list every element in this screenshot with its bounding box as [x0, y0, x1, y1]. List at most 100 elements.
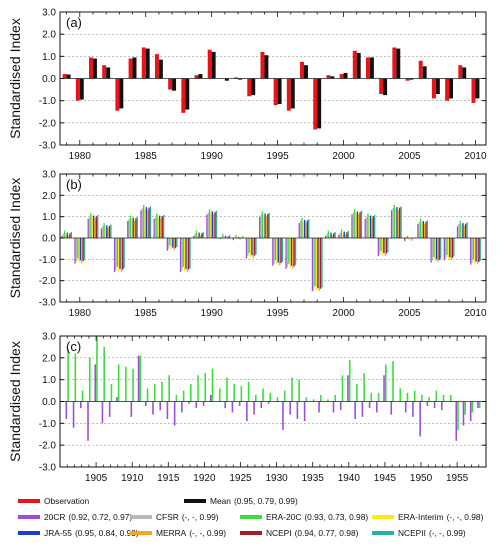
- legend-entry: CFSR (-, -, 0.99): [156, 512, 219, 522]
- bar-cfsr: [418, 222, 420, 238]
- bar-jra-55: [119, 238, 121, 269]
- x-tick-label: 1930: [265, 473, 288, 484]
- bar-merra: [160, 218, 162, 238]
- bar-20cr: [232, 238, 234, 241]
- bar-20cr: [477, 401, 479, 409]
- bar-20cr: [298, 223, 300, 238]
- bar-mean: [435, 78, 440, 95]
- bar-ncepi: [438, 238, 440, 260]
- bar-era-20c: [182, 390, 185, 402]
- bar-mean: [356, 53, 361, 79]
- legend-stats: (-, -, 0.98): [447, 512, 484, 522]
- y-tick-label: 0.0: [42, 397, 56, 408]
- bar-era-interim: [474, 238, 476, 264]
- bar-ncepii: [453, 238, 455, 257]
- panel-a: -3.0 -2.0 -1.0 0.0 1.0 2.0 3.0 1980 1985 1990 1995…: [7, 8, 487, 163]
- x-tick-label: 1950: [410, 473, 433, 484]
- bar-20cr: [324, 235, 327, 238]
- bar-mean: [264, 55, 269, 79]
- bar-mean: [303, 65, 308, 79]
- bar-jra-55: [158, 215, 161, 238]
- bar-ncepii: [149, 206, 152, 238]
- bar-20cr: [246, 401, 248, 422]
- bar-mean: [119, 78, 124, 109]
- bar-merra: [463, 225, 465, 238]
- bar-mean: [409, 78, 414, 80]
- bar-merra: [397, 209, 400, 238]
- legend-entry: MERRA (-, -, 0.99): [156, 528, 226, 538]
- bar-20cr: [61, 235, 63, 238]
- legend-entry: ERA-20C (0.93, 0.73, 0.98): [266, 512, 368, 522]
- bar-ncepii: [83, 238, 86, 260]
- bar-jra-55: [343, 231, 345, 238]
- bar-ncepi: [82, 238, 84, 262]
- bar-ncepi: [148, 207, 150, 238]
- bar-observation: [141, 47, 146, 79]
- bar-ncepii: [136, 217, 138, 238]
- bar-ncepi: [253, 238, 256, 256]
- bar-era-20c: [103, 346, 105, 402]
- bar-20cr: [140, 210, 142, 238]
- bar-ncepii: [202, 232, 204, 238]
- bar-20cr: [166, 401, 169, 419]
- bar-jra-55: [475, 238, 477, 262]
- bar-era-20c: [146, 388, 149, 402]
- bar-observation: [431, 78, 436, 99]
- bar-merra: [305, 222, 307, 238]
- bar-mean: [330, 76, 335, 79]
- bar-era-20c: [262, 388, 264, 402]
- bar-era-interim: [197, 234, 199, 238]
- panel-label: (b): [66, 177, 82, 192]
- bar-ncepii: [123, 238, 125, 269]
- legend-swatch-ncepii: [372, 531, 394, 535]
- y-axis-label: Standardised Index: [7, 18, 23, 139]
- bar-era-20c: [235, 234, 237, 238]
- bar-mean: [383, 78, 388, 96]
- bar-20cr: [433, 401, 436, 409]
- bar-era-interim: [65, 234, 67, 238]
- bar-cfsr: [445, 238, 447, 259]
- bar-20cr: [455, 401, 458, 441]
- bar-era-20c: [139, 355, 142, 402]
- bar-era-20c: [197, 375, 199, 402]
- bar-merra: [265, 216, 268, 238]
- bar-era-20c: [392, 361, 394, 402]
- bar-era-20c: [472, 238, 475, 260]
- panel-label: (c): [66, 339, 81, 354]
- y-tick-label: 3.0: [42, 332, 56, 343]
- bar-merra: [331, 235, 334, 238]
- bar-observation: [168, 78, 173, 90]
- legend-stats: (0.92, 0.72, 0.97): [68, 512, 132, 522]
- bar-observation: [194, 75, 199, 79]
- bar-cfsr: [392, 208, 394, 238]
- x-tick-label: 1905: [85, 473, 108, 484]
- bar-ncepii: [110, 224, 112, 238]
- bar-20cr: [364, 218, 366, 238]
- bar-20cr: [130, 401, 133, 417]
- bar-ncepii: [334, 232, 336, 238]
- bar-era-20c: [63, 230, 66, 238]
- bar-ncepii: [189, 238, 191, 269]
- x-tick-label: 1940: [338, 473, 361, 484]
- y-tick-label: 1.0: [42, 52, 56, 63]
- bar-era-20c: [96, 336, 98, 402]
- bar-20cr: [108, 401, 111, 417]
- bar-era-20c: [247, 381, 250, 402]
- bar-ncepii: [281, 238, 284, 262]
- bar-20cr: [116, 397, 118, 402]
- bar-mean: [185, 78, 190, 110]
- bar-20cr: [404, 401, 407, 413]
- legend-name: CFSR: [156, 512, 179, 522]
- bar-20cr: [173, 401, 176, 426]
- bar-era-20c: [433, 238, 435, 258]
- bar-merra: [94, 218, 96, 238]
- bar-20cr: [377, 238, 380, 257]
- bar-20cr: [390, 210, 393, 238]
- bar-era-20c: [269, 392, 272, 402]
- bar-era-20c: [168, 375, 170, 402]
- bar-observation: [405, 78, 410, 81]
- bar-era-20c: [143, 204, 145, 238]
- bar-merra: [186, 238, 188, 272]
- bar-cfsr: [220, 236, 223, 238]
